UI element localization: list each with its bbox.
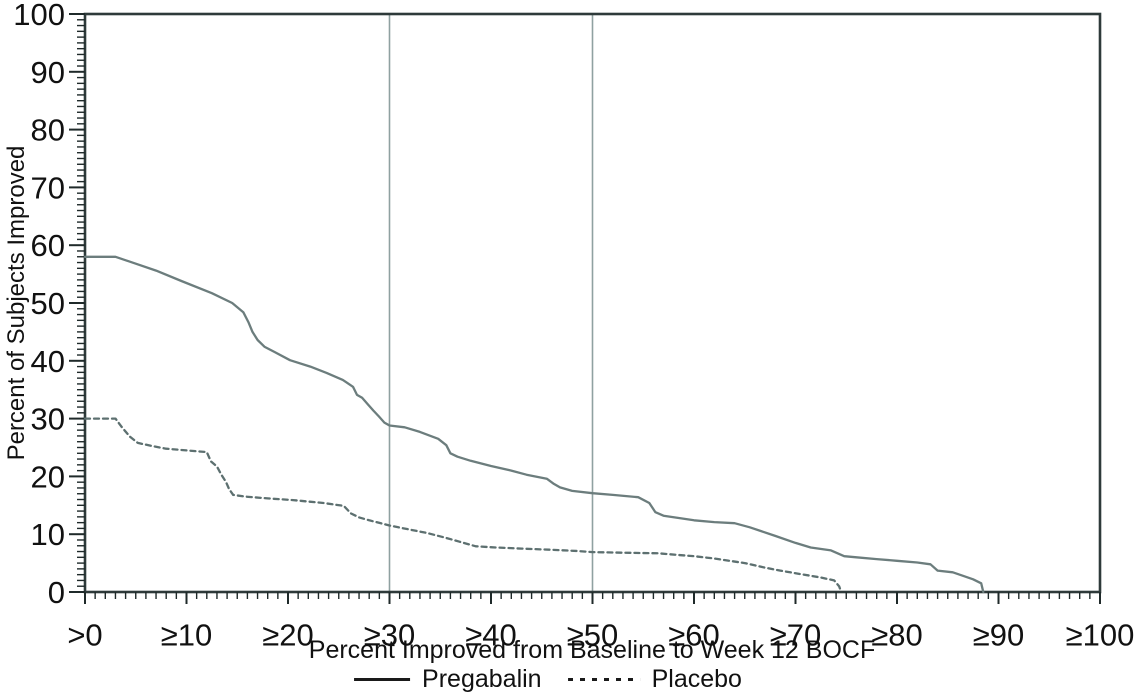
x-tick-label: ≥20 [262,617,314,652]
y-tick-label: 90 [31,55,65,90]
x-tick-label: ≥90 [973,617,1025,652]
y-tick-label: 0 [48,575,65,610]
y-tick-label: 10 [31,517,65,552]
y-tick-label: 50 [31,286,65,321]
y-tick-label: 100 [13,0,65,32]
x-tick-label: ≥50 [567,617,619,652]
pregabalin-line [83,255,985,594]
dotted-line-swatch-icon [567,678,640,681]
y-tick-label: 80 [31,113,65,148]
placebo-line [83,417,843,594]
legend-item-pregabalin: Pregabalin [354,665,542,694]
y-tick-label: 20 [31,459,65,494]
chart-legend: Pregabalin Placebo [354,665,742,694]
legend-label-placebo: Placebo [651,665,742,693]
x-tick-label: ≥70 [770,617,822,652]
x-tick-label: ≥40 [465,617,517,652]
x-tick-label: ≥100 [1066,617,1135,652]
x-tick-label: ≥10 [161,617,213,652]
legend-label-pregabalin: Pregabalin [422,665,542,693]
solid-line-swatch-icon [354,678,411,681]
y-tick-label: 60 [31,228,65,263]
y-tick-label: 70 [31,170,65,205]
y-axis-title: Percent of Subjects Improved [3,145,30,461]
x-tick-label: >0 [67,617,102,652]
legend-item-placebo: Placebo [567,665,742,694]
x-tick-label: ≥60 [668,617,720,652]
y-tick-label: 30 [31,402,65,437]
x-axis-title: Percent Improved from Baseline to Week 1… [308,636,876,664]
x-tick-label: ≥80 [871,617,923,652]
y-tick-label: 40 [31,344,65,379]
x-tick-label: ≥30 [364,617,416,652]
